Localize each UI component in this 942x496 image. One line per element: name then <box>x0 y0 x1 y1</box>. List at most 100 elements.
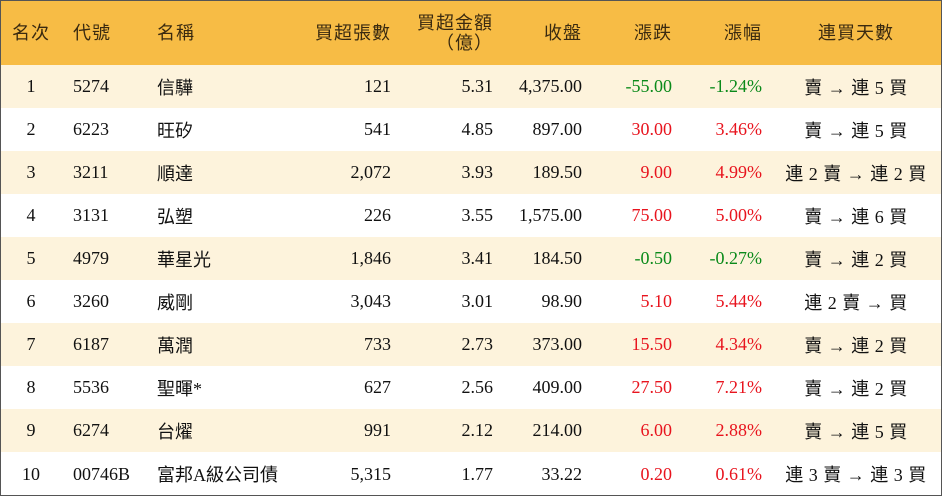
buy-shares-cell: 2,072 <box>350 162 392 182</box>
name-cell: 萬潤 <box>157 335 193 356</box>
buy-shares-cell: 121 <box>364 76 391 96</box>
buy-amount-cell: 2.12 <box>461 420 494 440</box>
code-cell: 6187 <box>73 334 109 354</box>
buy-amount-cell: 3.55 <box>461 205 494 225</box>
header-text: 名稱 <box>157 23 195 43</box>
header-cell: 收盤 <box>496 1 582 65</box>
table-row: 1 5274 信驊 121 5.31 4,375.00 -55.00 -1.24% 賣 → 連 … <box>1 65 941 108</box>
buy-shares-cell: 541 <box>364 119 391 139</box>
rank-cell: 1 <box>26 76 36 96</box>
header-cell: 名次 <box>6 1 56 65</box>
change-cell: 9.00 <box>640 162 673 182</box>
close-cell: 184.50 <box>532 248 583 268</box>
table-row: 6 3260 威剛 3,043 3.01 98.90 5.10 5.44% 連 2 賣 → 買 <box>1 280 941 323</box>
close-cell: 1,575.00 <box>519 205 582 225</box>
close-cell: 897.00 <box>532 119 583 139</box>
header-cell: 買超金額 （億） <box>401 1 493 65</box>
header-text: 漲跌 <box>634 23 672 43</box>
name-cell: 威剛 <box>157 292 193 313</box>
buy-amount-cell: 3.01 <box>461 291 494 311</box>
code-cell: 5274 <box>73 76 109 96</box>
header-cell: 連買天數 <box>771 1 941 65</box>
close-cell: 409.00 <box>532 377 583 397</box>
close-cell: 214.00 <box>532 420 583 440</box>
buy-days-cell: 賣 → 連 2 買 <box>804 378 908 399</box>
code-cell: 6274 <box>73 420 109 440</box>
name-cell: 華星光 <box>157 249 211 270</box>
rank-cell: 8 <box>26 377 36 397</box>
header-cell: 漲幅 <box>676 1 762 65</box>
buy-shares-cell: 991 <box>364 420 391 440</box>
change-cell: 75.00 <box>631 205 673 225</box>
change-cell: -55.00 <box>625 76 673 96</box>
header-cell: 名稱 <box>157 1 317 65</box>
close-cell: 4,375.00 <box>519 76 582 96</box>
code-cell: 6223 <box>73 119 109 139</box>
table-row: 10 00746B 富邦A級公司債 5,315 1.77 33.22 0.20 0.61% 連 … <box>1 452 941 495</box>
name-cell: 聖暉* <box>157 378 202 399</box>
code-cell: 00746B <box>73 463 131 484</box>
header-text: 買超張數 <box>315 23 391 43</box>
buy-shares-cell: 3,043 <box>350 291 392 311</box>
code-cell: 4979 <box>73 248 109 268</box>
header-cell: 買超張數 <box>301 1 391 65</box>
rank-cell: 5 <box>26 248 36 268</box>
table-row: 3 3211 順達 2,072 3.93 189.50 9.00 4.99% 連 2 賣 → 連… <box>1 151 941 194</box>
rank-cell: 9 <box>26 420 36 440</box>
table-row: 8 5536 聖暉* 627 2.56 409.00 27.50 7.21% 賣 → 連 2 買 <box>1 366 941 409</box>
name-cell: 旺矽 <box>157 120 193 141</box>
change-cell: 6.00 <box>640 420 673 440</box>
code-cell: 5536 <box>73 377 109 397</box>
rank-cell: 4 <box>26 205 36 225</box>
header-text: 買超金額 <box>417 13 493 33</box>
buy-amount-cell: 4.85 <box>461 119 494 139</box>
header-text: 名次 <box>12 23 50 43</box>
header-text: 代號 <box>73 23 111 43</box>
change-pct-cell: 5.44% <box>715 291 763 311</box>
change-pct-cell: 3.46% <box>715 119 763 139</box>
buy-shares-cell: 627 <box>364 377 391 397</box>
change-cell: 15.50 <box>631 334 673 354</box>
buy-amount-cell: 1.77 <box>461 463 494 484</box>
buy-shares-cell: 733 <box>364 334 391 354</box>
buy-shares-cell: 1,846 <box>350 248 392 268</box>
rank-cell: 10 <box>22 463 40 484</box>
close-cell: 98.90 <box>541 291 583 311</box>
buy-days-cell: 賣 → 連 5 買 <box>804 421 908 442</box>
change-pct-cell: 4.99% <box>715 162 763 182</box>
name-cell: 富邦A級公司債 <box>157 465 278 485</box>
header-cell: 漲跌 <box>586 1 672 65</box>
change-pct-cell: 7.21% <box>715 377 763 397</box>
change-cell: 30.00 <box>631 119 673 139</box>
buy-days-cell: 連 2 賣 → 買 <box>804 292 908 313</box>
rank-cell: 2 <box>26 119 36 139</box>
buy-amount-cell: 2.73 <box>461 334 494 354</box>
header-text: 漲幅 <box>724 23 762 43</box>
change-pct-cell: 5.00% <box>715 205 763 225</box>
code-cell: 3131 <box>73 205 109 225</box>
header-cell: 代號 <box>73 1 143 65</box>
change-pct-cell: -1.24% <box>709 76 763 96</box>
table-row: 5 4979 華星光 1,846 3.41 184.50 -0.50 -0.27% 賣 → 連 … <box>1 237 941 280</box>
buy-days-cell: 賣 → 連 6 買 <box>804 206 908 227</box>
buy-amount-cell: 5.31 <box>461 76 494 96</box>
buy-days-cell: 賣 → 連 5 買 <box>804 120 908 141</box>
change-pct-cell: -0.27% <box>709 248 763 268</box>
buy-shares-cell: 226 <box>364 205 391 225</box>
close-cell: 373.00 <box>532 334 583 354</box>
header-text: （億） <box>436 33 493 53</box>
close-cell: 33.22 <box>541 463 583 484</box>
header-text: 收盤 <box>544 23 582 43</box>
rank-cell: 3 <box>26 162 36 182</box>
header-row: 名次 代號 名稱 買超張數 買超金額 （億） 收盤 漲跌 漲幅 連買天數 <box>1 1 941 65</box>
buy-amount-cell: 3.41 <box>461 248 494 268</box>
header-text: 連買天數 <box>818 23 894 43</box>
buy-amount-cell: 3.93 <box>461 162 494 182</box>
change-pct-cell: 2.88% <box>715 420 763 440</box>
rank-cell: 7 <box>26 334 36 354</box>
buy-shares-cell: 5,315 <box>350 463 392 484</box>
buy-days-cell: 連 3 賣 → 連 3 買 <box>785 465 927 485</box>
table-row: 9 6274 台燿 991 2.12 214.00 6.00 2.88% 賣 → 連 5 買 <box>1 409 941 452</box>
buy-days-cell: 賣 → 連 2 買 <box>804 335 908 356</box>
